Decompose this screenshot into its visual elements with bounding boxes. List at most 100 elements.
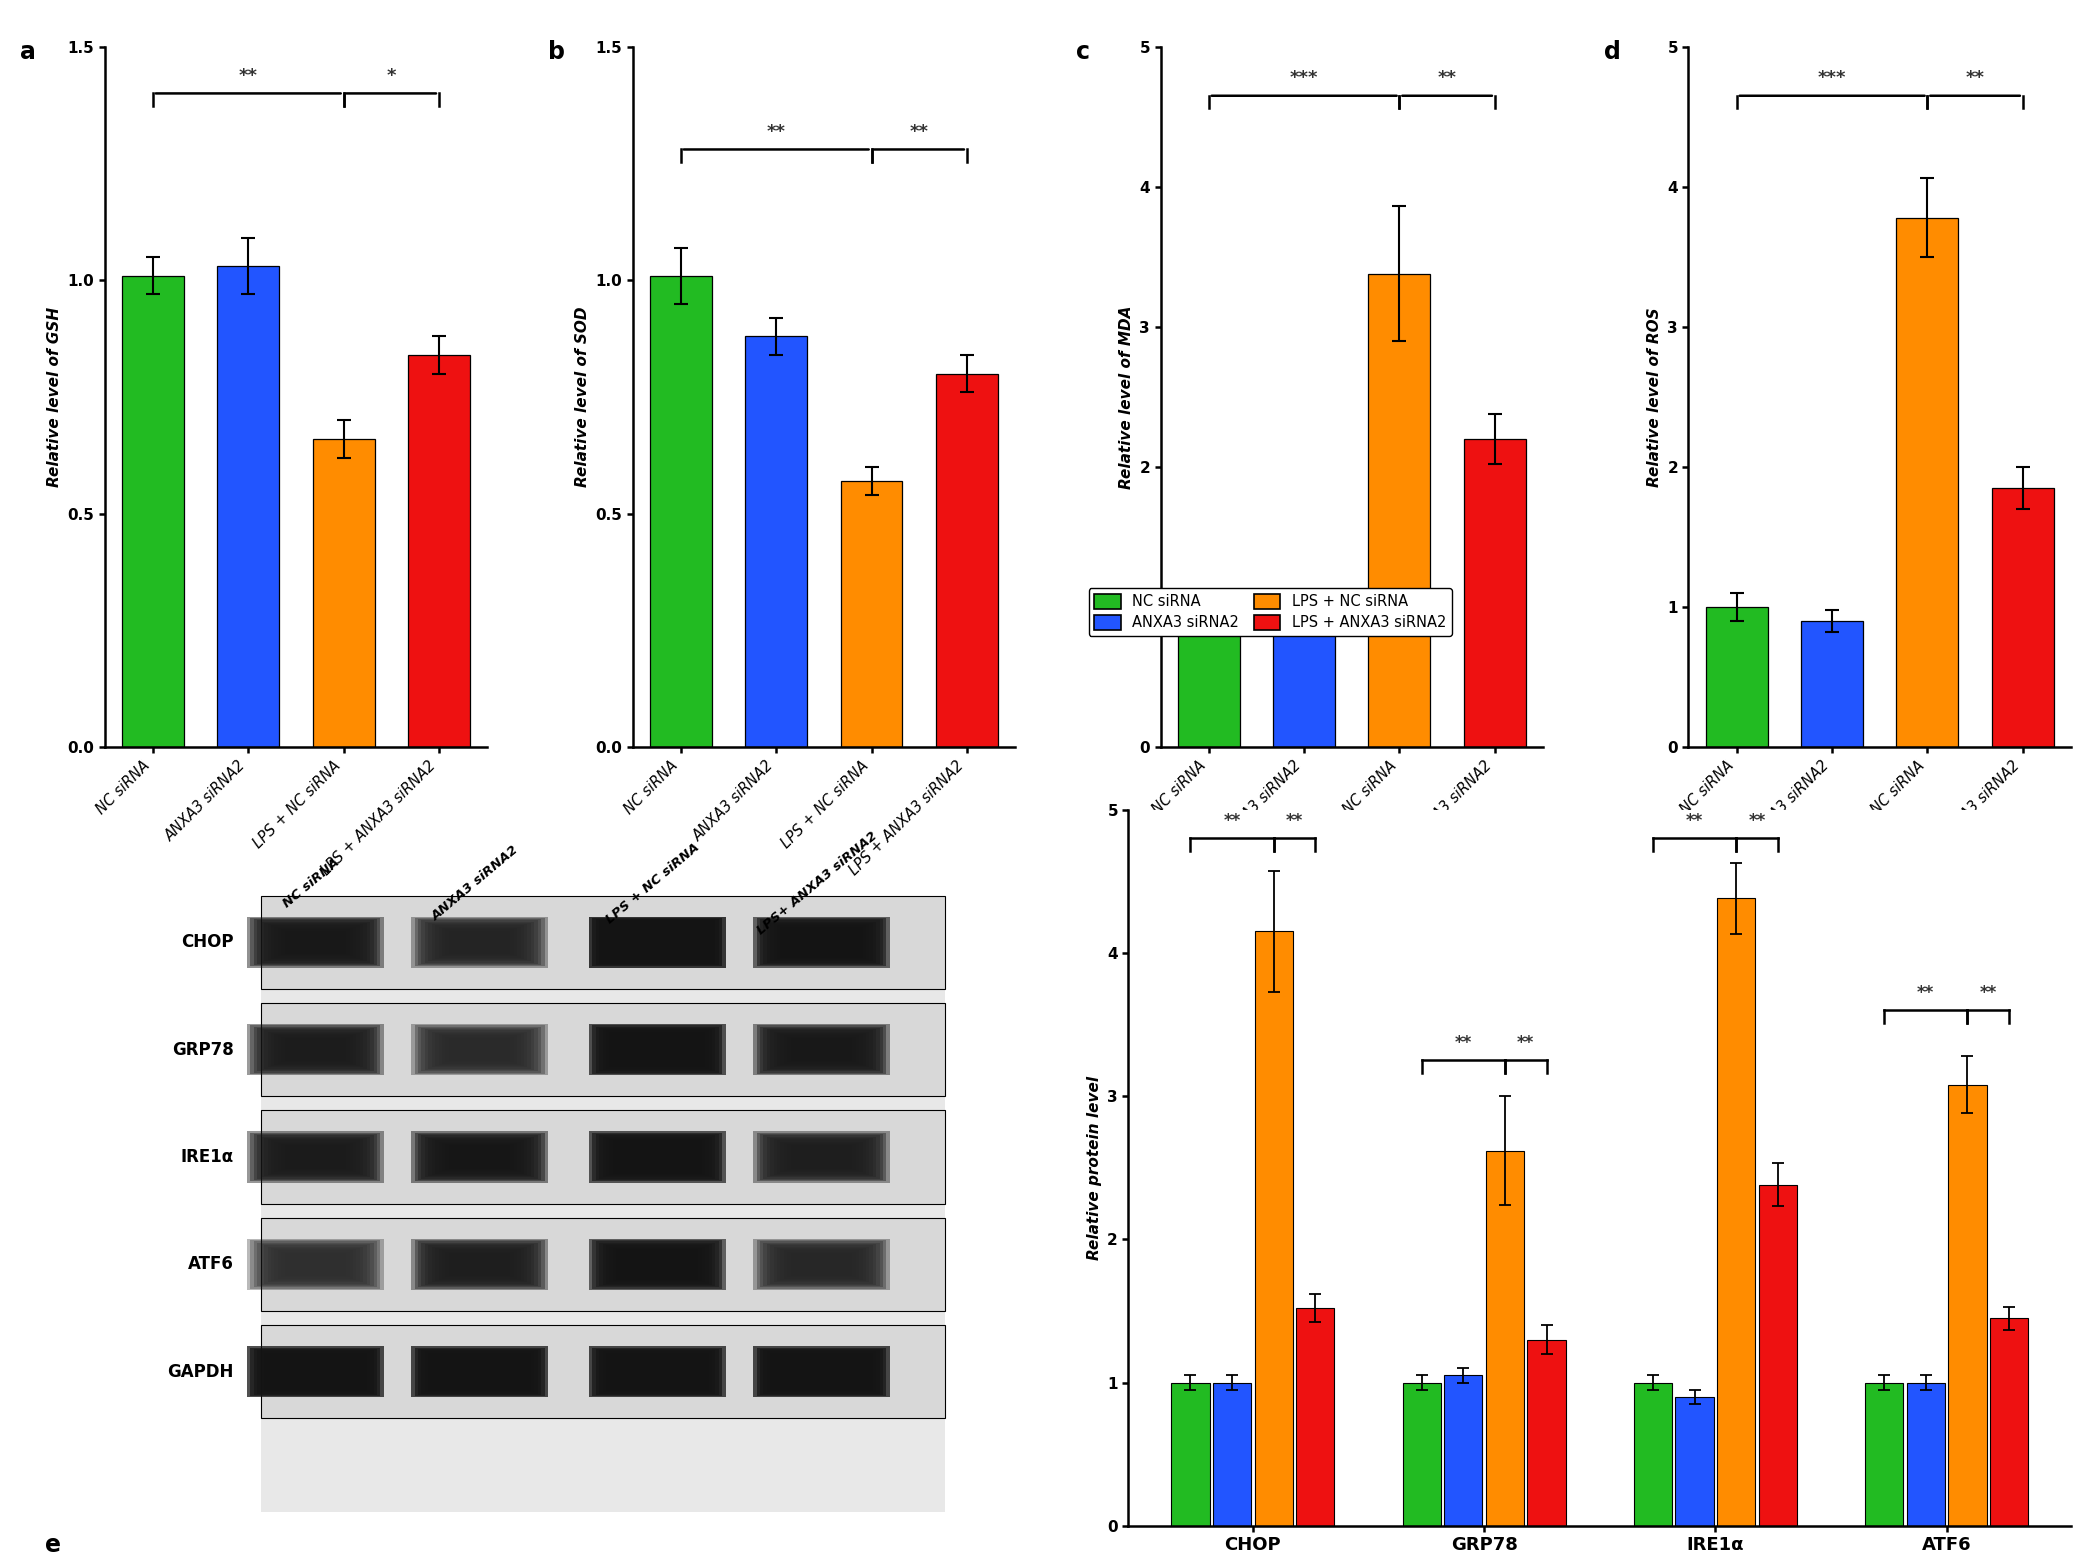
Bar: [312, 439, 374, 747]
Text: a: a: [21, 40, 36, 64]
Bar: [251, 1239, 381, 1289]
Bar: [598, 920, 715, 964]
Bar: [247, 1347, 383, 1398]
Bar: [651, 276, 711, 747]
Bar: [264, 1353, 366, 1390]
Bar: [268, 1140, 364, 1176]
Bar: [262, 1351, 370, 1392]
Bar: [617, 1356, 699, 1387]
Bar: [274, 1356, 356, 1387]
Bar: [441, 1035, 517, 1063]
Bar: [278, 1035, 354, 1063]
Bar: [609, 1247, 705, 1283]
Bar: [770, 1031, 872, 1068]
Bar: [435, 925, 523, 959]
Bar: [278, 1250, 354, 1278]
Bar: [262, 1218, 946, 1311]
Bar: [609, 1032, 705, 1068]
Bar: [264, 1246, 366, 1283]
Bar: [613, 1355, 701, 1389]
Bar: [268, 1032, 364, 1068]
Bar: [764, 1350, 879, 1394]
Bar: [609, 925, 705, 961]
Bar: [412, 917, 548, 968]
Bar: [623, 1359, 692, 1384]
Bar: [613, 1032, 701, 1067]
Bar: [429, 923, 531, 961]
Bar: [1992, 489, 2054, 747]
Bar: [791, 931, 851, 954]
Bar: [768, 922, 877, 962]
Legend: NC siRNA, ANXA3 siRNA2, LPS + NC siRNA, LPS + ANXA3 siRNA2: NC siRNA, ANXA3 siRNA2, LPS + NC siRNA, …: [1088, 587, 1452, 635]
Bar: [441, 928, 517, 956]
Text: d: d: [1605, 40, 1621, 64]
Bar: [446, 1359, 515, 1384]
Bar: [791, 1146, 851, 1169]
Bar: [446, 1037, 515, 1062]
Bar: [787, 930, 856, 954]
Text: CHOP: CHOP: [182, 933, 234, 951]
Bar: [617, 1249, 699, 1280]
Bar: [1485, 1151, 1525, 1526]
Text: ***: ***: [1291, 70, 1318, 87]
Bar: [264, 923, 366, 961]
Bar: [776, 1032, 866, 1067]
Bar: [759, 1348, 883, 1395]
Bar: [753, 1025, 889, 1076]
Text: **: **: [1454, 1034, 1473, 1051]
Bar: [791, 1039, 851, 1062]
Bar: [776, 925, 866, 959]
Bar: [1801, 621, 1864, 747]
Bar: [780, 1141, 862, 1172]
Bar: [598, 1135, 715, 1179]
Text: **: **: [1686, 811, 1703, 830]
Bar: [780, 1356, 862, 1387]
Bar: [253, 1026, 377, 1073]
Bar: [262, 1003, 946, 1096]
Bar: [418, 919, 542, 965]
Bar: [607, 1353, 709, 1390]
Text: IRE1α: IRE1α: [180, 1148, 234, 1166]
Bar: [770, 1353, 872, 1390]
Bar: [280, 1252, 349, 1277]
Bar: [791, 1361, 851, 1384]
Bar: [602, 1244, 711, 1285]
Bar: [425, 1244, 533, 1285]
Bar: [412, 1132, 548, 1183]
Bar: [619, 1250, 695, 1278]
Bar: [619, 1035, 695, 1063]
Bar: [757, 1239, 887, 1289]
Bar: [450, 1039, 510, 1062]
Bar: [441, 1250, 517, 1278]
Bar: [1866, 1383, 1904, 1526]
Bar: [435, 1032, 523, 1067]
Bar: [1178, 607, 1241, 747]
Bar: [628, 1253, 688, 1277]
Bar: [268, 1355, 364, 1390]
Bar: [439, 1249, 521, 1280]
Bar: [257, 1028, 374, 1071]
Bar: [764, 1242, 879, 1286]
Bar: [414, 1025, 544, 1074]
Bar: [607, 1246, 709, 1283]
Text: ANXA3 siRNA2: ANXA3 siRNA2: [429, 844, 521, 923]
Bar: [935, 374, 998, 747]
Bar: [784, 1250, 860, 1278]
Bar: [590, 1132, 726, 1183]
Bar: [218, 266, 278, 747]
Bar: [613, 925, 701, 959]
Bar: [1989, 1319, 2029, 1526]
Text: **: **: [1979, 984, 1998, 1001]
Bar: [285, 931, 345, 954]
Bar: [598, 1350, 715, 1394]
Bar: [774, 1247, 870, 1283]
Bar: [787, 1037, 856, 1062]
Bar: [787, 1252, 856, 1277]
Text: *: *: [387, 67, 395, 86]
Bar: [768, 1351, 877, 1392]
Bar: [774, 1032, 870, 1068]
Text: **: **: [1287, 811, 1303, 830]
Bar: [450, 1361, 510, 1384]
Bar: [251, 1132, 381, 1182]
Bar: [274, 926, 356, 958]
